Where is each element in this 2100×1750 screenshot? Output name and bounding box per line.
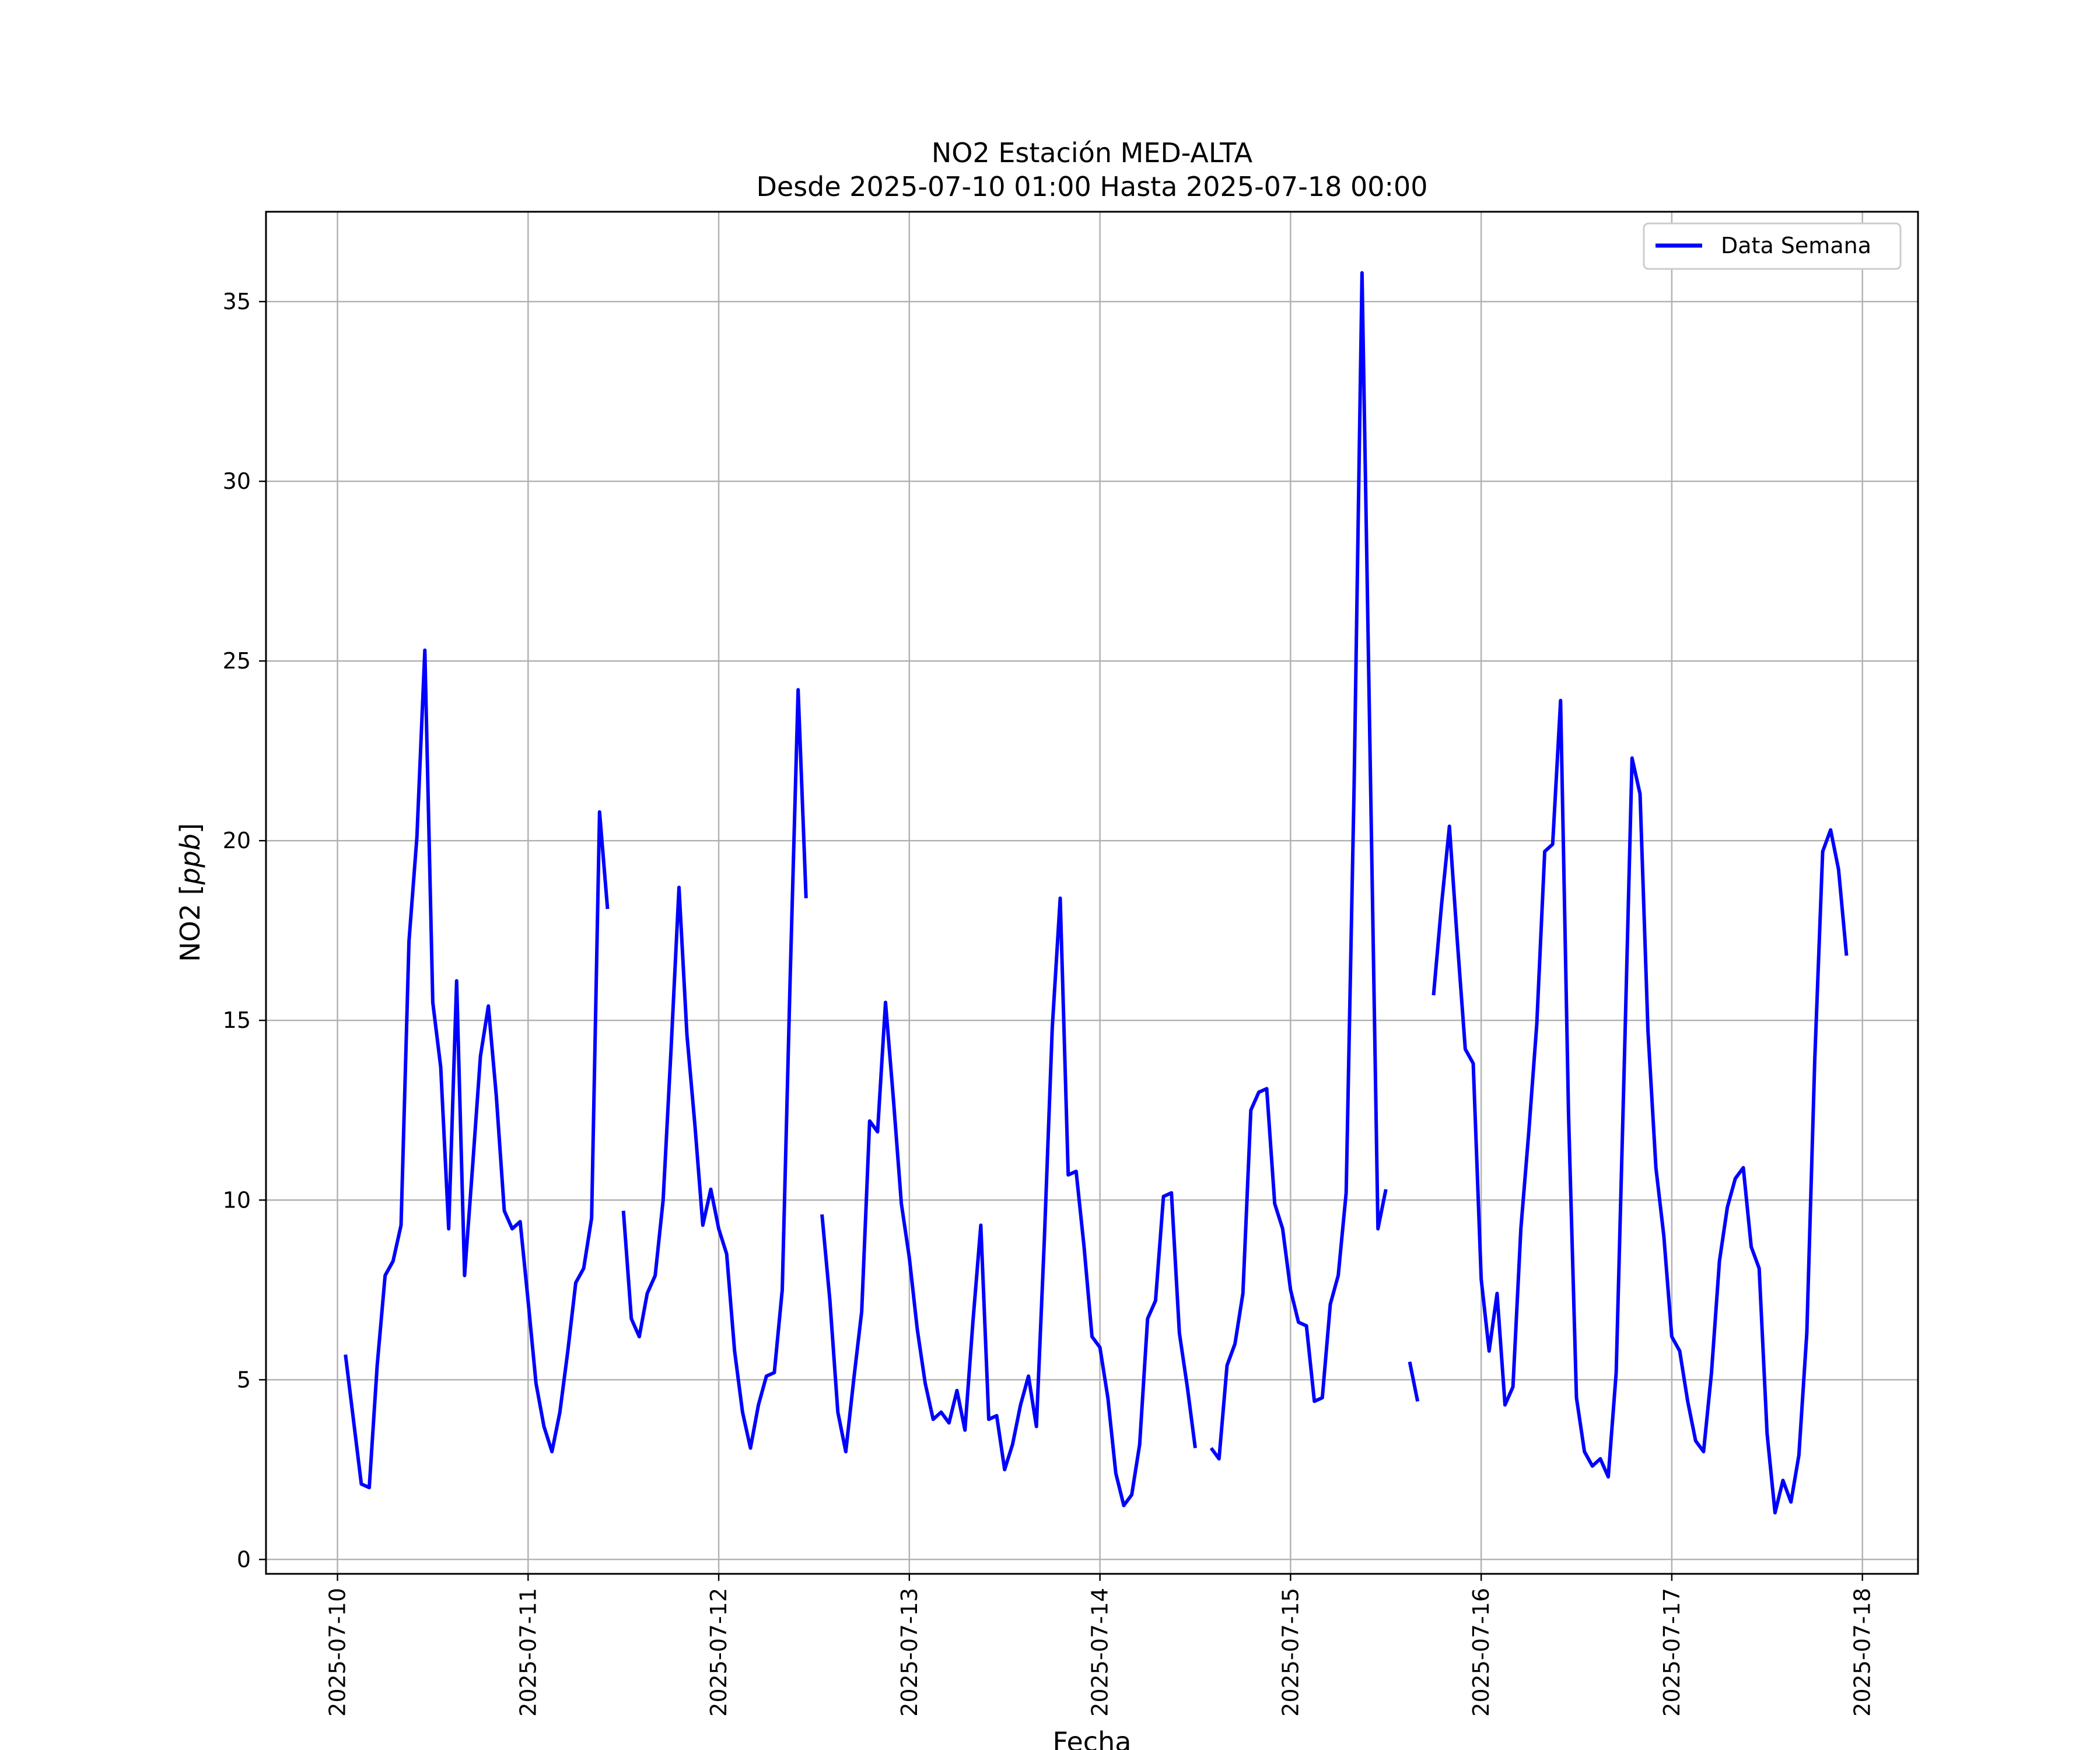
series-line-segment xyxy=(621,688,808,1450)
plot-frame xyxy=(265,211,1919,1575)
x-tick-label: 2025-07-15 xyxy=(1278,1588,1303,1717)
x-tick-label: 2025-07-10 xyxy=(325,1588,351,1717)
x-tick-label: 2025-07-14 xyxy=(1087,1588,1113,1717)
x-tick-label: 2025-07-13 xyxy=(897,1588,922,1717)
x-tick-label: 2025-07-18 xyxy=(1850,1588,1875,1717)
series-line-segment xyxy=(1408,1361,1420,1402)
plot-lines xyxy=(344,271,1849,1515)
y-tick-label: 5 xyxy=(237,1367,251,1392)
legend: Data Semana xyxy=(1643,222,1902,270)
legend-label-data-semana: Data Semana xyxy=(1721,233,1871,258)
grid xyxy=(266,212,1918,1574)
series-line-segment xyxy=(820,896,1197,1507)
y-tick-label: 15 xyxy=(223,1007,251,1033)
x-axis-label: Fecha xyxy=(1053,1726,1132,1750)
x-tick-label: 2025-07-11 xyxy=(515,1588,541,1717)
x-tick-label: 2025-07-16 xyxy=(1468,1588,1494,1717)
y-tick-label: 30 xyxy=(223,468,251,494)
x-tick-label: 2025-07-17 xyxy=(1659,1588,1685,1717)
legend-box xyxy=(1643,222,1902,270)
series-line-segment xyxy=(344,648,610,1490)
y-tick-label: 35 xyxy=(223,289,251,314)
series-line-segment xyxy=(1209,271,1388,1461)
x-tick-label: 2025-07-12 xyxy=(706,1588,732,1717)
chart-subtitle: Desde 2025-07-10 01:00 Hasta 2025-07-18 … xyxy=(756,171,1427,202)
y-tick-label: 25 xyxy=(223,648,251,674)
chart-title: NO2 Estación MED-ALTA xyxy=(932,137,1253,169)
y-axis-unit: ppb xyxy=(174,834,206,886)
y-tick-label: 0 xyxy=(237,1546,251,1572)
ticks: 0 5 10 15 20 25 30 35 2025-07-10 2025-07-11 2025-0… xyxy=(223,289,1875,1717)
series-line-segment xyxy=(1432,698,1849,1515)
y-axis-label-text: NO2 [ppb] xyxy=(174,823,206,962)
y-axis-label: NO2 [ppb] xyxy=(174,823,206,962)
y-tick-label: 10 xyxy=(223,1187,251,1213)
y-tick-label: 20 xyxy=(223,828,251,853)
